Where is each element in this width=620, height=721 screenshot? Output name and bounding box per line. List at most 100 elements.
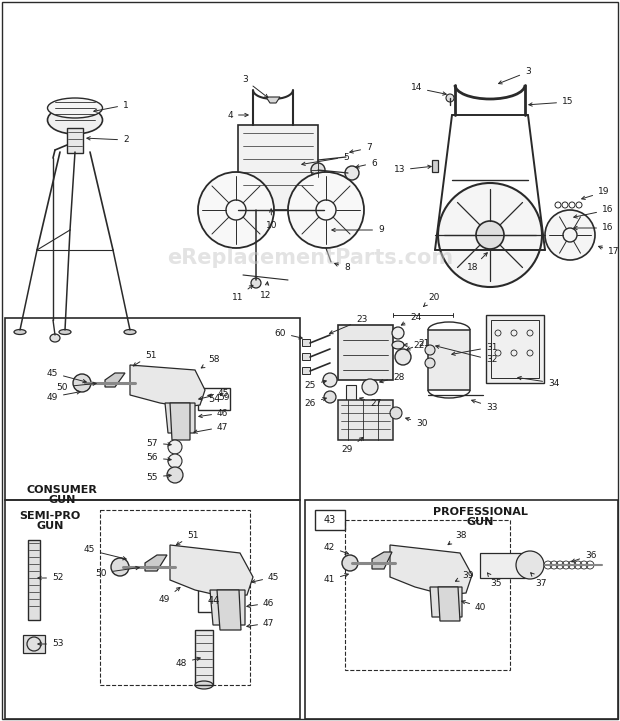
Circle shape: [251, 278, 261, 288]
Bar: [346, 385, 356, 413]
Bar: [486, 315, 544, 383]
Text: 13: 13: [394, 165, 431, 174]
Text: 12: 12: [260, 282, 272, 299]
Text: 36: 36: [572, 551, 596, 562]
Circle shape: [425, 345, 435, 355]
Text: 45: 45: [46, 368, 86, 383]
Polygon shape: [372, 552, 392, 569]
Circle shape: [288, 172, 364, 248]
Text: 15: 15: [529, 97, 574, 107]
Text: 23: 23: [330, 316, 368, 334]
Polygon shape: [438, 587, 460, 621]
Text: 1: 1: [94, 100, 129, 112]
Text: 17: 17: [599, 246, 619, 257]
Text: 48: 48: [175, 658, 200, 668]
Bar: [338, 400, 393, 440]
Text: 9: 9: [332, 226, 384, 234]
Text: GUN: GUN: [48, 495, 76, 505]
Polygon shape: [165, 403, 195, 433]
Text: 57: 57: [146, 438, 171, 448]
Text: 18: 18: [466, 253, 487, 273]
Ellipse shape: [311, 163, 325, 177]
Text: 37: 37: [531, 572, 546, 588]
Circle shape: [425, 358, 435, 368]
Text: 19: 19: [582, 187, 609, 200]
Circle shape: [324, 391, 336, 403]
Text: 4: 4: [228, 110, 248, 120]
Text: 5: 5: [302, 153, 348, 165]
Text: 33: 33: [472, 399, 497, 412]
Text: 49: 49: [159, 588, 180, 604]
Circle shape: [390, 407, 402, 419]
Circle shape: [438, 183, 542, 287]
Circle shape: [395, 349, 411, 365]
Bar: [100, 510, 250, 685]
Text: 25: 25: [304, 380, 326, 389]
Text: 27: 27: [360, 397, 381, 407]
Polygon shape: [130, 365, 205, 407]
Text: 46: 46: [247, 598, 275, 608]
Polygon shape: [170, 403, 190, 440]
Text: 53: 53: [38, 640, 63, 648]
Circle shape: [323, 373, 337, 387]
Text: 8: 8: [335, 263, 350, 273]
Circle shape: [476, 221, 504, 249]
Text: GUN: GUN: [466, 517, 494, 527]
Polygon shape: [432, 160, 438, 172]
Text: 32: 32: [436, 345, 497, 365]
Text: GUN: GUN: [37, 521, 64, 531]
Bar: [302, 367, 310, 374]
Circle shape: [392, 327, 404, 339]
Ellipse shape: [14, 329, 26, 335]
Polygon shape: [105, 373, 125, 387]
Text: eReplacementParts.com: eReplacementParts.com: [167, 248, 453, 268]
Circle shape: [167, 467, 183, 483]
Text: 56: 56: [146, 454, 171, 462]
Text: 45: 45: [252, 572, 280, 583]
Text: 26: 26: [304, 397, 326, 407]
Text: 40: 40: [462, 601, 486, 611]
Text: 20: 20: [423, 293, 440, 306]
Bar: [238, 125, 318, 210]
Polygon shape: [170, 545, 253, 597]
Text: 16: 16: [574, 224, 614, 232]
Bar: [315, 510, 345, 530]
Text: 34: 34: [518, 376, 559, 387]
Circle shape: [446, 94, 454, 102]
Bar: [67, 128, 83, 153]
Text: 46: 46: [199, 409, 228, 417]
Ellipse shape: [48, 98, 102, 118]
Text: 39: 39: [456, 570, 474, 581]
Bar: [338, 325, 393, 380]
Circle shape: [516, 551, 544, 579]
Text: 50: 50: [95, 567, 139, 578]
Text: 51: 51: [176, 531, 198, 545]
Text: 45: 45: [199, 389, 229, 400]
Ellipse shape: [392, 341, 404, 349]
Text: 24: 24: [401, 312, 421, 325]
Text: 55: 55: [146, 472, 171, 482]
Bar: [5, 500, 300, 719]
Text: 22: 22: [404, 340, 424, 350]
Circle shape: [111, 558, 129, 576]
Bar: [428, 330, 470, 390]
Text: 52: 52: [38, 573, 63, 583]
Polygon shape: [266, 97, 280, 103]
Bar: [198, 590, 230, 612]
Text: 43: 43: [324, 515, 336, 525]
Polygon shape: [217, 590, 241, 630]
Text: 2: 2: [87, 136, 128, 144]
Text: 60: 60: [275, 329, 302, 339]
Polygon shape: [390, 545, 472, 595]
Text: 21: 21: [407, 338, 430, 350]
Text: 10: 10: [266, 209, 278, 229]
Text: CONSUMER: CONSUMER: [27, 485, 97, 495]
Text: 42: 42: [324, 542, 348, 554]
Text: 30: 30: [405, 417, 428, 428]
Text: 31: 31: [452, 342, 497, 355]
Bar: [305, 500, 618, 719]
Text: 45: 45: [84, 546, 126, 560]
Circle shape: [73, 374, 91, 392]
Text: 44: 44: [208, 596, 220, 606]
Text: PROFESSIONAL: PROFESSIONAL: [433, 507, 528, 517]
